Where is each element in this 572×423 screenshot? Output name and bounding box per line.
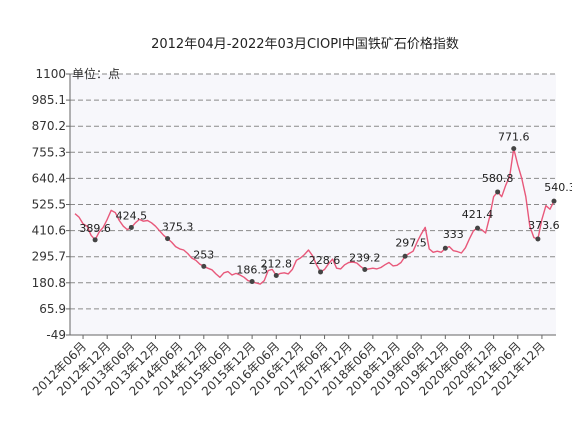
data-point-marker: [475, 225, 481, 231]
marker-layer: [92, 146, 557, 285]
data-label: 253: [193, 248, 214, 261]
data-label: 580.8: [482, 172, 514, 185]
y-tick-label: 525.5: [32, 198, 66, 212]
data-label: 375.3: [162, 221, 194, 234]
y-tick-label: 640.4: [32, 171, 66, 185]
y-tick-label: 295.7: [32, 250, 66, 264]
data-point-marker: [318, 269, 324, 275]
data-label: 373.6: [528, 219, 560, 232]
y-tick-label: 985.1: [32, 93, 66, 107]
data-label: 421.4: [462, 208, 494, 221]
chart-title: 2012年04月-2022年03月CIOPI中国铁矿石价格指数: [151, 36, 459, 52]
data-label: 424.5: [116, 209, 148, 222]
y-tick-label: 755.3: [32, 145, 66, 159]
y-tick-label: 1100: [35, 67, 66, 81]
data-label: 297.5: [395, 236, 427, 249]
data-point-marker: [92, 237, 98, 243]
series-line: [74, 147, 555, 285]
axes: 1100 985.1 870.2 755.3 640.4 525.5 410.6 295.7 1…: [30, 67, 556, 398]
y-tick-label: 180.8: [32, 276, 66, 290]
y-tick-label: -49: [46, 328, 66, 342]
data-point-marker: [551, 198, 557, 204]
data-point-marker: [362, 267, 368, 273]
data-point-marker: [495, 189, 501, 195]
data-label: 333: [443, 228, 464, 241]
data-point-marker: [128, 224, 134, 230]
data-point-marker: [249, 279, 255, 285]
data-point-marker: [273, 273, 279, 279]
data-label: 540.3: [544, 181, 572, 194]
unit-label: 单位：点: [72, 66, 120, 81]
data-point-marker: [535, 236, 541, 242]
data-point-marker: [511, 146, 517, 152]
y-tick-label: 65.9: [39, 302, 66, 316]
y-tick-label: 410.6: [32, 224, 66, 238]
data-label: 212.8: [261, 258, 293, 271]
data-label: 771.6: [498, 131, 530, 144]
data-point-marker: [402, 253, 408, 259]
data-point-marker: [201, 263, 207, 269]
data-point-marker: [165, 236, 171, 242]
data-point-marker: [442, 245, 448, 251]
data-label: 186.3: [236, 264, 268, 277]
data-label: 228.6: [309, 254, 341, 267]
data-label: 239.2: [349, 252, 381, 265]
data-label: 389.6: [79, 222, 111, 235]
y-tick-label: 870.2: [32, 119, 66, 133]
series-layer: [74, 147, 555, 285]
